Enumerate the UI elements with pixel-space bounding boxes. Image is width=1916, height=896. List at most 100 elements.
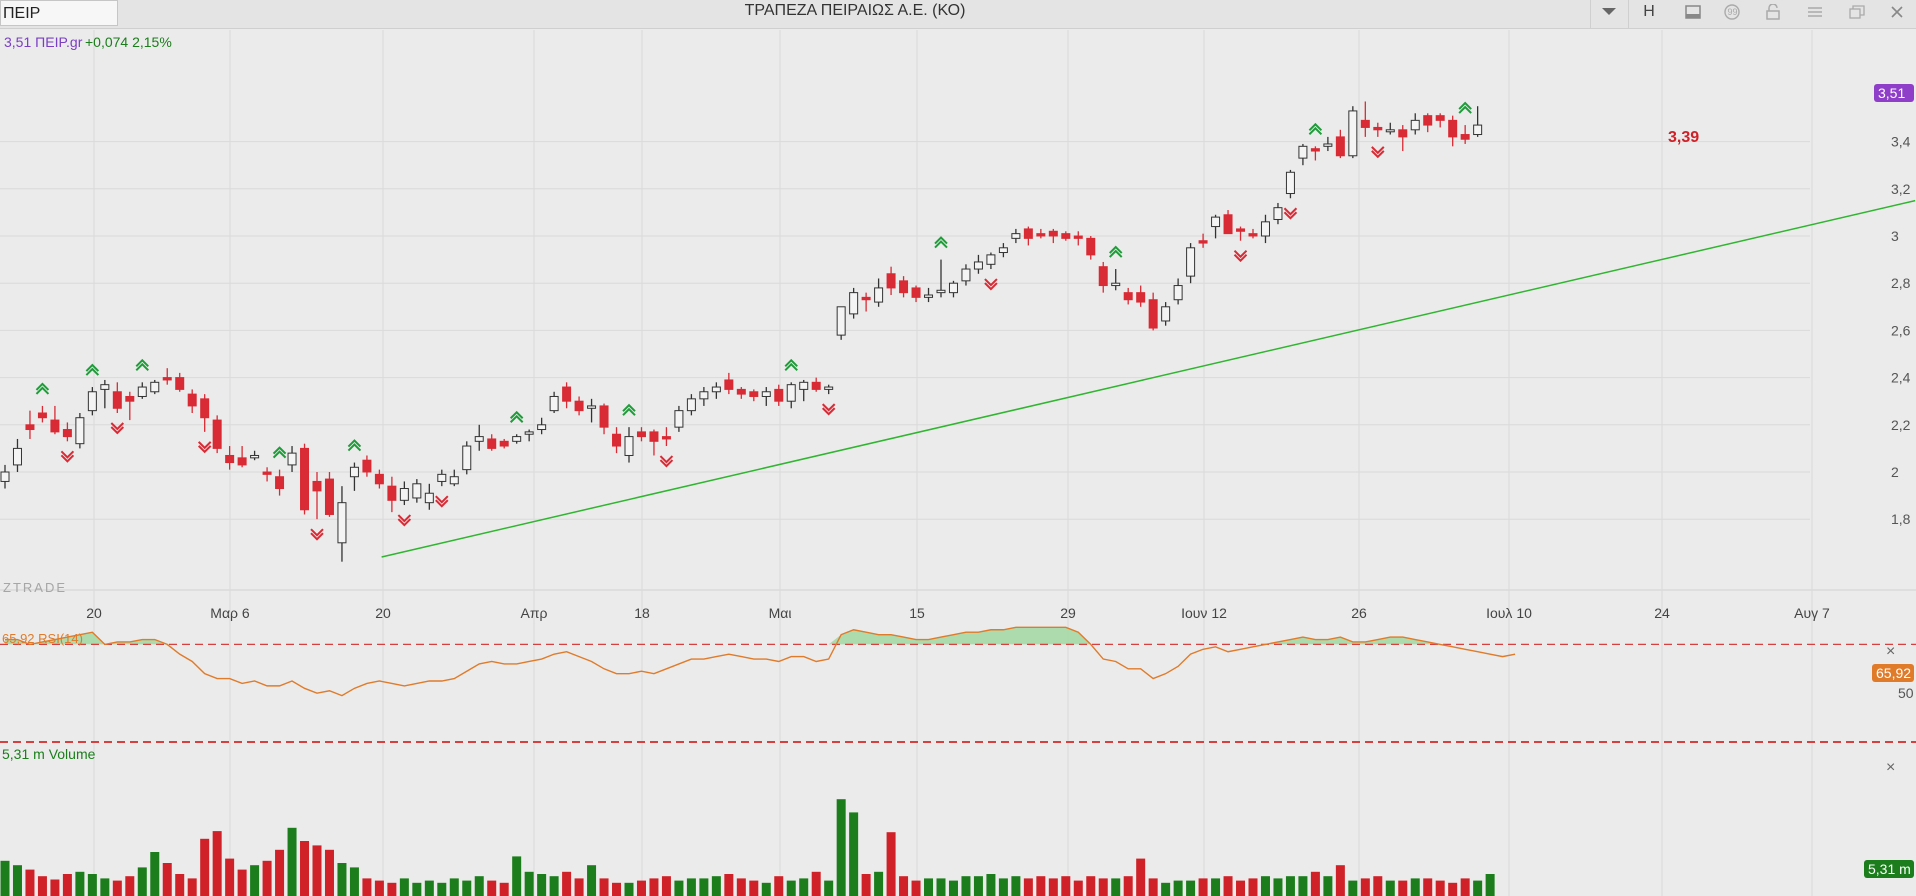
x-tick-label: 18 bbox=[634, 605, 650, 621]
candle-body bbox=[1385, 129, 1395, 133]
volume-bar bbox=[849, 812, 859, 896]
volume-bar bbox=[1373, 876, 1383, 896]
candle-body bbox=[874, 287, 884, 303]
candle-body bbox=[886, 273, 896, 289]
volume-bar bbox=[924, 878, 934, 896]
candle-body bbox=[599, 405, 609, 428]
candle-body bbox=[462, 445, 472, 471]
volume-bar bbox=[1248, 878, 1258, 896]
candle-body bbox=[399, 488, 409, 501]
candle-body bbox=[1323, 143, 1333, 147]
minimize-icon[interactable] bbox=[1800, 0, 1830, 24]
y-tick-label: 1,8 bbox=[1891, 511, 1911, 527]
close-icon[interactable]: × bbox=[1886, 759, 1895, 776]
candle-body bbox=[275, 476, 285, 490]
down-arrow-marker bbox=[1233, 250, 1248, 263]
volume-bar bbox=[562, 871, 572, 896]
candle-body bbox=[1136, 292, 1146, 303]
close-icon[interactable] bbox=[1882, 0, 1912, 24]
volume-bar bbox=[112, 880, 122, 896]
volume-bar bbox=[998, 878, 1008, 896]
candle-body bbox=[87, 391, 97, 412]
volume-bar bbox=[1011, 876, 1021, 896]
rsi-title: 65,92 RSI(14) bbox=[2, 631, 83, 646]
volume-title: 5,31 m Volume bbox=[2, 746, 96, 762]
x-tick-label: 20 bbox=[375, 605, 391, 621]
candle-body bbox=[649, 431, 659, 442]
candle-body bbox=[1061, 233, 1071, 239]
rsi-line bbox=[5, 626, 1516, 697]
candle-body bbox=[699, 391, 709, 400]
volume-bar bbox=[961, 876, 971, 896]
volume-value-label: 5,31 m bbox=[1868, 861, 1911, 877]
down-arrow-marker bbox=[310, 528, 324, 541]
candle-body bbox=[12, 447, 22, 466]
candle-body bbox=[1236, 228, 1246, 232]
volume-bar bbox=[724, 874, 734, 896]
volume-bar bbox=[100, 878, 110, 896]
quote-change: +0,074 2,15% bbox=[85, 34, 172, 50]
volume-bar bbox=[599, 878, 609, 896]
candle-body bbox=[499, 440, 509, 447]
candle-body bbox=[287, 452, 297, 466]
candle-body bbox=[1198, 240, 1208, 244]
chevron-down-icon[interactable] bbox=[1594, 0, 1624, 24]
up-arrow-marker bbox=[85, 363, 100, 376]
volume-bar bbox=[1323, 876, 1333, 896]
volume-bar bbox=[1123, 876, 1133, 896]
rsi-overbought-fill bbox=[5, 627, 1516, 645]
candle-body bbox=[50, 419, 60, 433]
y-tick-label: 2,6 bbox=[1891, 322, 1911, 338]
volume-bar bbox=[287, 827, 297, 896]
symbol-input[interactable]: ΠΕΙΡ bbox=[0, 0, 118, 26]
volume-bar bbox=[836, 799, 846, 896]
down-arrow-marker bbox=[1371, 146, 1385, 159]
candle-body bbox=[262, 471, 272, 475]
volume-panel bbox=[0, 799, 1495, 896]
candle-body bbox=[1161, 306, 1171, 322]
candle-body bbox=[62, 429, 72, 438]
volume-bar bbox=[911, 880, 921, 896]
x-tick-label: 15 bbox=[909, 605, 925, 621]
close-icon[interactable]: × bbox=[1886, 643, 1895, 660]
volume-bar bbox=[612, 882, 622, 896]
volume-bar bbox=[1061, 876, 1071, 896]
volume-bar bbox=[899, 876, 909, 896]
volume-bar bbox=[449, 878, 459, 896]
rsi-value-badge bbox=[1872, 664, 1914, 682]
candle-body bbox=[300, 447, 310, 511]
candle-body bbox=[849, 292, 859, 315]
volume-bar bbox=[462, 880, 472, 896]
volume-bar bbox=[874, 871, 884, 896]
quote-icon[interactable]: 99 bbox=[1717, 0, 1747, 24]
volume-bar bbox=[1260, 876, 1270, 896]
down-arrow-marker bbox=[435, 495, 449, 508]
down-arrow-marker bbox=[1283, 207, 1298, 220]
volume-bar bbox=[1473, 880, 1483, 896]
candle-body bbox=[387, 485, 397, 501]
candle-body bbox=[449, 476, 459, 485]
restore-icon[interactable] bbox=[1842, 0, 1872, 24]
volume-bar bbox=[686, 878, 696, 896]
volume-bar bbox=[87, 874, 97, 896]
y-tick-label: 3,2 bbox=[1891, 181, 1911, 197]
trendline bbox=[381, 199, 1916, 558]
interval-button[interactable]: H bbox=[1643, 3, 1655, 20]
volume-bar bbox=[1236, 880, 1246, 896]
candle-body bbox=[899, 280, 909, 294]
lock-icon[interactable] bbox=[1758, 0, 1788, 24]
volume-bar bbox=[1086, 876, 1096, 896]
up-arrow-marker bbox=[35, 382, 50, 395]
candle-body bbox=[1310, 148, 1320, 152]
panel-icon[interactable] bbox=[1678, 0, 1708, 24]
x-tick-label: Απρ bbox=[521, 605, 548, 621]
volume-bar bbox=[1335, 865, 1345, 896]
down-arrow-marker bbox=[984, 278, 998, 291]
signal-markers bbox=[35, 101, 1472, 541]
candle-body bbox=[1435, 115, 1445, 121]
candle-body bbox=[1098, 266, 1108, 287]
down-arrow-marker bbox=[821, 403, 836, 416]
candle-body bbox=[998, 247, 1008, 254]
candle-body bbox=[1148, 299, 1158, 329]
